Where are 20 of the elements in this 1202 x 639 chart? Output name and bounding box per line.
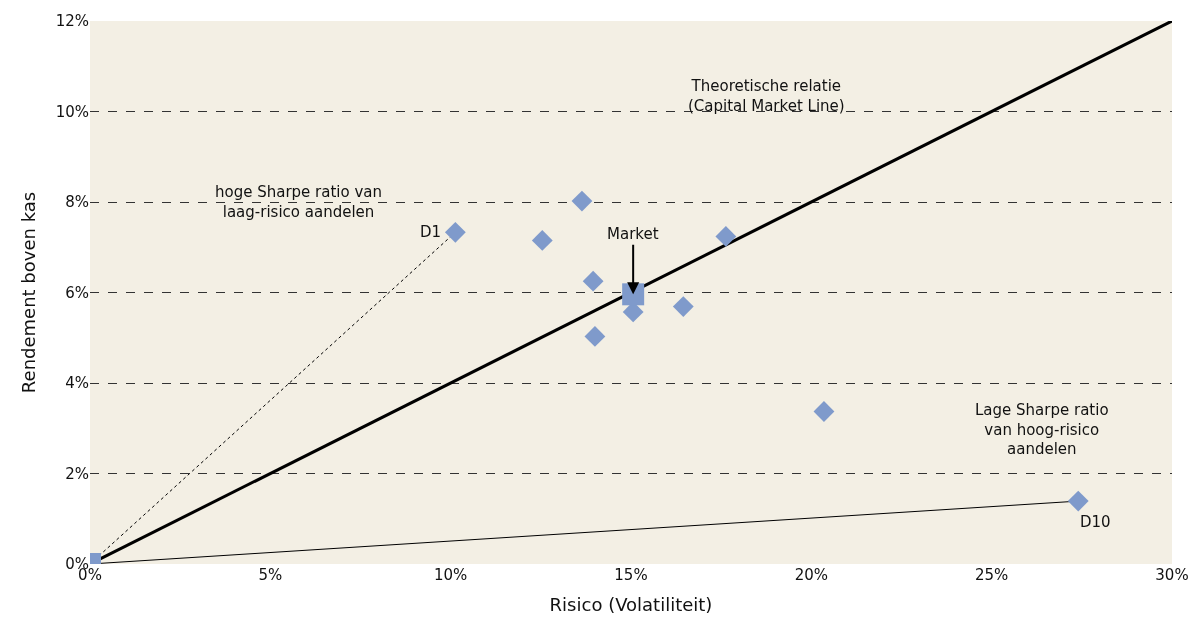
y-tick-label: 4%: [65, 374, 89, 393]
annotation: Theoretische relatie (Capital Market Line): [688, 77, 845, 115]
x-tick-label: 10%: [434, 566, 468, 584]
x-tick-label: 30%: [1155, 566, 1189, 584]
x-tick-label: 25%: [975, 566, 1009, 584]
annotation: D1: [420, 223, 442, 241]
x-tick-label: 15%: [614, 566, 648, 584]
y-tick-label: 10%: [55, 102, 89, 121]
y-axis-title: Rendement boven kas: [17, 191, 39, 394]
x-tick-label: 20%: [794, 566, 828, 584]
x-axis-title: Risico (Volatiliteit): [549, 594, 713, 616]
y-tick-label: 8%: [65, 193, 89, 212]
y-tick-label: 2%: [65, 464, 89, 483]
x-tick-label: 5%: [258, 566, 283, 584]
annotation: D10: [1080, 513, 1111, 531]
y-tick-label: 12%: [55, 12, 89, 31]
y-tick-label: 6%: [65, 283, 89, 302]
annotation: Lage Sharpe ratio van hoog-risico aandelen: [975, 401, 1109, 458]
annotation: hoge Sharpe ratio van laag-risico aandelen: [215, 183, 383, 221]
annotation: Market: [607, 225, 659, 243]
